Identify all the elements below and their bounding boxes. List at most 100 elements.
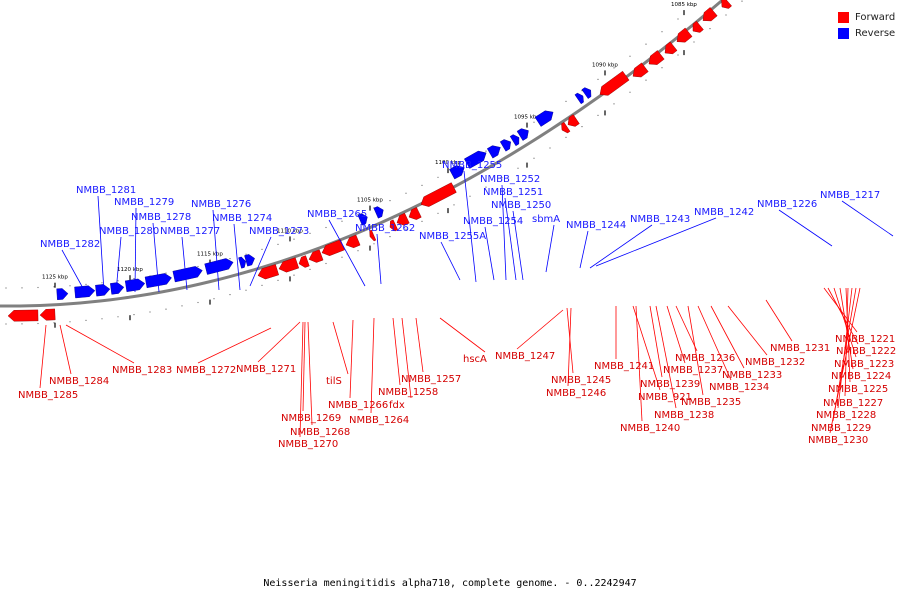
- gene-label-nmbb-1276: NMBB_1276: [191, 199, 251, 210]
- forward-gene-arrow: [648, 50, 665, 65]
- gene-label-nmbb-1266: NMBB_1266: [328, 400, 388, 411]
- minor-tick-bottom: [469, 195, 471, 197]
- minor-tick-bottom: [197, 301, 199, 304]
- reverse-gene-arrow: [74, 285, 96, 299]
- forward-label-leader: [516, 309, 564, 350]
- minor-tick-bottom: [581, 126, 583, 128]
- forward-gene-arrow: [278, 257, 300, 273]
- reverse-gene-arrow: [110, 282, 125, 295]
- gene-label-nmbb-1246: NMBB_1246: [546, 388, 606, 399]
- gene-label-nmbb-1269: NMBB_1269: [281, 413, 341, 424]
- gene-label-nmbb-1217: NMBB_1217: [820, 190, 880, 201]
- gene-arrow-shape: [204, 258, 234, 275]
- tick-mark-bottom: [526, 162, 528, 168]
- gene-arrow-shape: [581, 87, 592, 99]
- tick-mark-top: [604, 70, 606, 76]
- legend-label-reverse: Reverse: [855, 27, 896, 39]
- gene-arrow-shape: [567, 114, 580, 127]
- gene-label-nmbb-1234: NMBB_1234: [709, 382, 769, 393]
- tick-label: 1120 kbp: [117, 267, 143, 273]
- reverse-gene-arrow: [509, 134, 520, 147]
- minor-tick-bottom: [53, 322, 55, 324]
- gene-arrow-shape: [486, 145, 501, 159]
- forward-label-leader: [302, 321, 306, 412]
- minor-tick-bottom: [677, 54, 679, 56]
- reverse-gene-arrow: [56, 288, 69, 301]
- gene-label-nmbb-1258: NMBB_1258: [378, 387, 438, 398]
- gene-arrow-shape: [574, 92, 584, 105]
- minor-tick-bottom: [565, 136, 567, 138]
- minor-tick-top: [693, 5, 695, 7]
- minor-tick-top: [677, 18, 679, 20]
- minor-tick-bottom: [645, 79, 647, 81]
- gene-label-nmbb-1268: NMBB_1268: [290, 427, 350, 438]
- gene-label-nmbb-1262: NMBB_1262: [355, 223, 415, 234]
- gene-arrow-shape: [599, 70, 630, 96]
- forward-gene-arrow: [345, 234, 361, 249]
- minor-tick-top: [645, 43, 647, 45]
- forward-gene-arrow: [298, 255, 310, 268]
- gene-label-nmbb-1244: NMBB_1244: [566, 220, 626, 231]
- forward-label-leader: [710, 305, 745, 369]
- minor-tick-top: [293, 238, 295, 240]
- forward-gene-arrow: [389, 219, 399, 232]
- legend-label-forward: Forward: [855, 11, 896, 23]
- minor-tick-top: [389, 200, 391, 202]
- gene-arrow-shape: [238, 256, 246, 269]
- gene-label-nmbb-1250: NMBB_1250: [491, 200, 551, 211]
- minor-tick-top: [597, 78, 599, 80]
- tick-mark-top: [54, 282, 56, 288]
- gene-label-nmbb-1235: NMBB_1235: [681, 397, 741, 408]
- gene-label-nmbb-1277: NMBB_1277: [160, 226, 220, 237]
- minor-tick-bottom: [421, 220, 423, 222]
- reverse-gene-arrow: [516, 128, 529, 141]
- gene-arrow-shape: [516, 128, 529, 141]
- reverse-label-leader: [212, 209, 220, 291]
- gene-label-nmbb-1238: NMBB_1238: [654, 410, 714, 421]
- forward-label-leader: [332, 321, 349, 375]
- gene-label-sbma: sbmA: [532, 214, 560, 225]
- tick-mark-bottom: [369, 245, 371, 251]
- reverse-gene-arrow: [172, 266, 203, 283]
- minor-tick-bottom: [501, 177, 503, 179]
- gene-label-nmbb-1228: NMBB_1228: [816, 410, 876, 421]
- minor-tick-top: [165, 272, 167, 274]
- gene-label-nmbb-1255a: NMBB_1255A: [419, 231, 486, 242]
- legend-item-forward: Forward: [838, 9, 895, 25]
- tick-mark-top: [447, 168, 449, 174]
- forward-label-leader: [833, 287, 857, 358]
- tick-label: 1110 kbp: [277, 228, 303, 234]
- tick-mark-bottom: [54, 322, 56, 328]
- gene-label-nmbb-1243: NMBB_1243: [630, 214, 690, 225]
- forward-label-leader: [666, 305, 686, 364]
- forward-gene-arrow: [692, 20, 704, 33]
- gene-label-nmbb-1282: NMBB_1282: [40, 239, 100, 250]
- minor-tick-bottom: [101, 318, 103, 320]
- minor-tick-top: [117, 280, 119, 282]
- gene-arrow-shape: [648, 50, 665, 65]
- reverse-gene-arrow: [499, 139, 511, 152]
- forward-gene-arrow: [702, 7, 718, 22]
- reverse-label-leader: [134, 207, 137, 293]
- tick-label: 1090 kbp: [592, 62, 618, 68]
- gene-arrow-shape: [110, 282, 125, 295]
- gene-label-nmbb-1254: NMBB_1254: [463, 216, 523, 227]
- gene-label-nmbb-1251: NMBB_1251: [483, 187, 543, 198]
- forward-gene-arrow: [567, 114, 580, 127]
- forward-label-leader: [823, 287, 858, 333]
- reverse-gene-arrow: [574, 92, 584, 105]
- gene-label-nmbb-1278: NMBB_1278: [131, 212, 191, 223]
- forward-label-leader: [59, 324, 72, 375]
- tick-label: 1095 kbp: [514, 115, 540, 121]
- gene-arrow-shape: [408, 207, 422, 220]
- forward-label-leader: [727, 305, 768, 356]
- tick-mark-bottom: [129, 315, 131, 321]
- gene-arrow-shape: [39, 308, 56, 321]
- reverse-label-leader: [181, 236, 188, 291]
- gene-label-nmbb-1223: NMBB_1223: [834, 359, 894, 370]
- minor-tick-bottom: [341, 256, 343, 258]
- minor-tick-top: [421, 184, 423, 186]
- minor-tick-top: [101, 282, 103, 284]
- forward-label-leader: [415, 317, 424, 373]
- gene-arrow-shape: [561, 121, 571, 134]
